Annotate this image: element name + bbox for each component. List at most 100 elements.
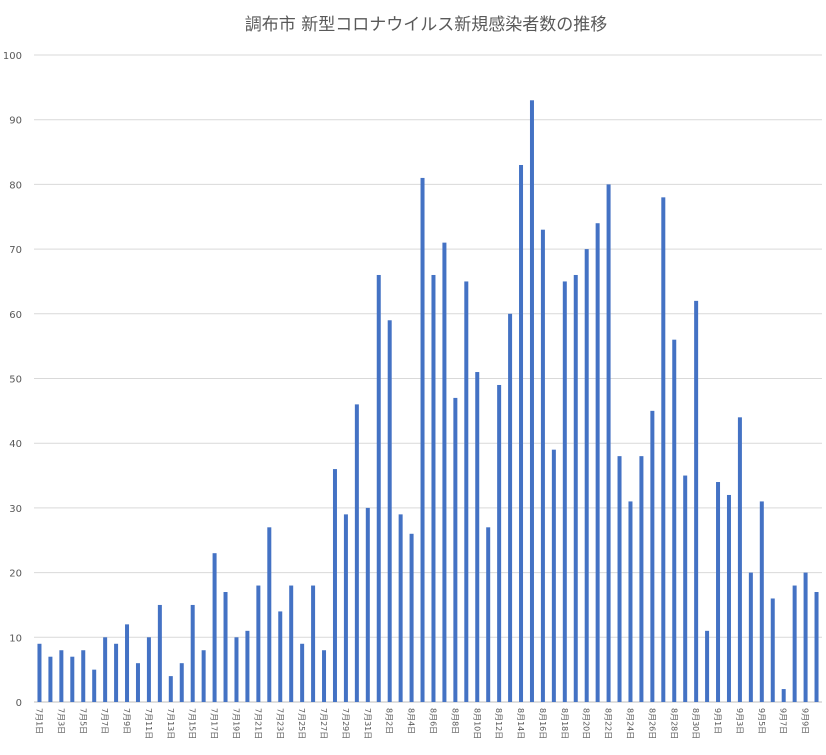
bar <box>103 637 108 702</box>
bar <box>519 164 524 703</box>
bar <box>92 669 97 702</box>
bar <box>661 197 666 702</box>
gridlines <box>34 54 822 703</box>
bar <box>726 494 731 702</box>
bar <box>650 410 655 702</box>
bar <box>245 630 250 702</box>
bar <box>168 676 173 702</box>
x-tick-label: 7月1日 <box>34 708 43 734</box>
bar <box>792 585 797 702</box>
x-tick-label: 8月30日 <box>691 708 700 739</box>
bar <box>803 572 808 702</box>
bar <box>135 663 140 702</box>
bar <box>256 585 261 702</box>
y-tick-label: 80 <box>9 180 22 191</box>
x-tick-label: 8月12日 <box>494 708 503 739</box>
x-tick-label: 7月23日 <box>275 708 284 739</box>
x-tick-label: 7月21日 <box>253 708 262 739</box>
bar <box>562 281 567 702</box>
bar <box>683 475 688 702</box>
chart-title: 調布市 新型コロナウイルス新規感染者数の推移 <box>245 15 607 35</box>
bar <box>814 592 819 702</box>
bar <box>737 417 742 702</box>
bar <box>267 527 272 702</box>
x-tick-label: 8月4日 <box>407 708 416 734</box>
x-tick-label: 9月9日 <box>801 708 810 734</box>
bar <box>420 177 425 702</box>
bar <box>146 637 151 702</box>
y-tick-label: 20 <box>9 569 22 580</box>
bar <box>475 372 480 702</box>
bar <box>376 274 381 702</box>
y-tick-label: 90 <box>9 116 22 127</box>
bars <box>37 100 819 703</box>
bar <box>179 663 184 702</box>
bar <box>595 223 600 702</box>
x-tick-label: 7月3日 <box>56 708 65 734</box>
bar <box>398 514 403 702</box>
y-tick-label: 50 <box>9 375 22 386</box>
bar <box>322 650 327 702</box>
bar <box>694 300 699 702</box>
bar <box>442 242 447 702</box>
bar <box>343 514 348 702</box>
bar <box>606 184 611 702</box>
x-tick-label: 8月26日 <box>647 708 656 739</box>
bar <box>584 249 589 702</box>
y-tick-label: 60 <box>9 310 22 321</box>
bar <box>573 274 578 702</box>
bar <box>81 650 86 702</box>
bar <box>387 320 392 702</box>
x-tick-label: 7月15日 <box>188 708 197 739</box>
bar <box>464 281 469 702</box>
x-tick-label: 8月14日 <box>516 708 525 739</box>
bar <box>508 313 513 702</box>
x-tick-label: 9月3日 <box>735 708 744 734</box>
bar <box>157 604 162 702</box>
bar <box>759 501 764 702</box>
bar <box>114 643 119 702</box>
bar <box>125 624 130 702</box>
x-axis: 7月1日 7月3日 7月5日 7月7日 7月9日 7月11日 7月13日 7月15日 7月17日… <box>34 708 809 739</box>
bar <box>781 689 786 702</box>
x-tick-label: 8月16日 <box>538 708 547 739</box>
x-tick-label: 8月18日 <box>560 708 569 739</box>
bar <box>453 397 458 702</box>
bar <box>716 482 721 702</box>
x-tick-label: 7月17日 <box>210 708 219 739</box>
bar <box>748 572 753 702</box>
bar <box>672 339 677 702</box>
x-tick-label: 7月5日 <box>78 708 87 734</box>
bar <box>212 553 217 702</box>
x-tick-label: 7月25日 <box>297 708 306 739</box>
bar <box>365 507 370 702</box>
y-tick-label: 10 <box>9 633 22 644</box>
y-tick-label: 0 <box>16 698 22 709</box>
x-tick-label: 7月7日 <box>100 708 109 734</box>
x-tick-label: 7月13日 <box>166 708 175 739</box>
bar <box>289 585 294 702</box>
x-tick-label: 8月10日 <box>472 708 481 739</box>
bar <box>278 611 283 702</box>
bar <box>617 456 622 702</box>
x-tick-label: 8月22日 <box>604 708 613 739</box>
x-tick-label: 9月5日 <box>757 708 766 734</box>
y-tick-label: 70 <box>9 245 22 256</box>
x-tick-label: 9月1日 <box>713 708 722 734</box>
bar <box>639 456 644 702</box>
x-tick-label: 7月9日 <box>122 708 131 734</box>
bar <box>486 527 491 702</box>
bar <box>529 100 534 703</box>
bar <box>431 274 436 702</box>
bar <box>201 650 206 702</box>
x-tick-label: 8月2日 <box>385 708 394 734</box>
bar <box>311 585 316 702</box>
bar <box>48 656 53 702</box>
bar <box>551 449 556 702</box>
x-tick-label: 7月31日 <box>363 708 372 739</box>
y-tick-label: 100 <box>3 51 22 62</box>
bar <box>59 650 64 702</box>
x-tick-label: 7月29日 <box>341 708 350 739</box>
x-tick-label: 7月11日 <box>144 708 153 739</box>
